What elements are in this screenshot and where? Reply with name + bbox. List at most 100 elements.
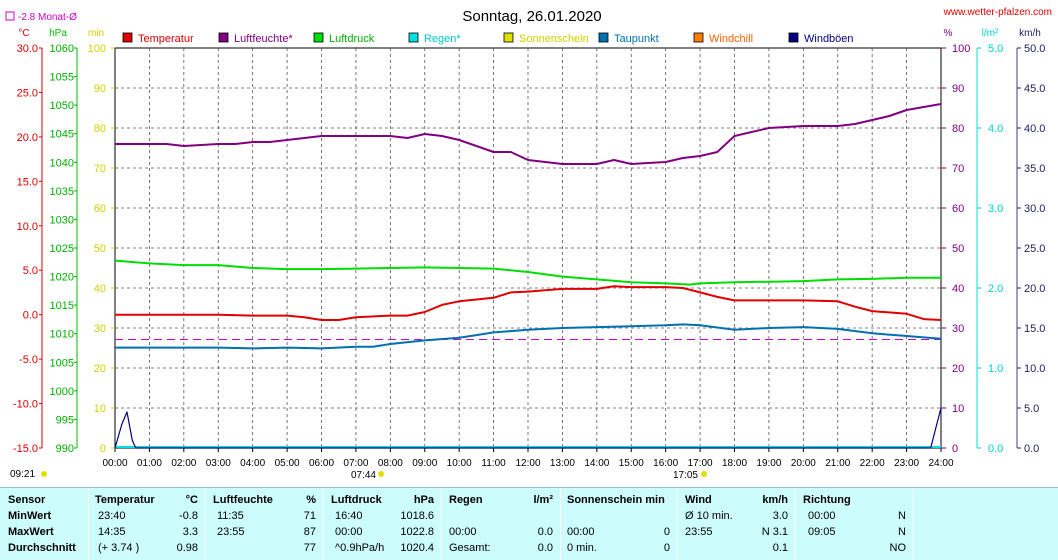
wind-time: Ø 10 min. [685,510,733,522]
wind-value: N 3.1 [761,526,788,538]
x-tick-label: 13:00 [550,458,575,469]
hum-tick-label: 90 [952,83,964,95]
site-url[interactable]: www.wetter-pfalzen.com [943,7,1052,18]
weather-chart: 00:00 01:00 02:00 03:00 04:00 05:00 06:00 07:00… [5,7,1052,481]
series-line [114,407,942,449]
sun-tick-label: 20 [94,363,106,375]
hum-tick-label: 80 [952,123,964,135]
wind-tick-label: 30.0 [1024,203,1045,215]
hum-tick-label: 60 [952,203,964,215]
x-tick-label: 22:00 [860,458,885,469]
sunset-label: 17:05 [673,470,698,481]
header-rain-unit: l/m² [533,494,553,506]
unit-label: min [88,28,104,39]
temp-tick-label: -10.0 [13,399,38,411]
press-tick-label: 1000 [50,386,74,398]
temp-time: (+ 3.74 ) [98,542,140,554]
legend-swatch [598,32,609,43]
temp-tick-label: 25.0 [17,87,38,99]
press-tick-label: 995 [56,414,74,426]
table-separator [795,488,796,560]
rain-value: 0.0 [537,542,553,554]
press-tick-label: 1035 [50,186,74,198]
legend-label: Temperatur [138,33,194,45]
month-avg-label: -2.8 Monat-Ø [18,12,77,23]
x-tick-label: 00:00 [102,458,127,469]
x-tick-label: 11:00 [481,458,506,469]
header-rain: Regen [449,494,483,506]
legend-label: Luftdruck [329,33,375,45]
hum-time: 23:55 [217,526,245,538]
row-label: MinWert [8,510,52,522]
unit-label: km/h [1019,28,1041,39]
series-line [114,259,941,286]
press-time: 16:40 [335,510,363,522]
legend-label: Sonnenschein [519,33,589,45]
temp-value: 0.98 [176,542,198,554]
hum-tick-label: 70 [952,163,964,175]
summary-table: Sensor Temperatur °C Luftfeuchte% Luftdruck h… [0,487,1058,560]
x-tick-label: 14:00 [584,458,609,469]
x-tick-label: 15:00 [619,458,644,469]
temp-value: -0.8 [179,510,198,522]
dir-value: NO [889,542,907,554]
temp-tick-label: -15.0 [13,443,38,455]
x-tick-label: 23:00 [894,458,919,469]
wind-tick-label: 0.0 [1024,443,1039,455]
legend-swatch [122,32,133,43]
rain-tick-label: 0.0 [988,443,1003,455]
table-separator [560,488,561,560]
x-tick-label: 05:00 [275,458,300,469]
sunset-icon [701,471,707,477]
header-press-unit: hPa [413,494,434,506]
legend-swatch [313,32,324,43]
unit-label: l/m² [982,28,999,39]
x-tick-label: 02:00 [171,458,196,469]
sun-tick-label: 60 [94,203,106,215]
wind-tick-label: 10.0 [1024,363,1045,375]
x-tick-label: 10:00 [447,458,472,469]
hum-value: 77 [303,542,316,554]
x-tick-label: 07:00 [343,458,368,469]
sunrise-left-label: 09:21 [10,469,35,480]
wind-tick-label: 45.0 [1024,83,1045,95]
press-tick-label: 1045 [50,129,74,141]
x-tick-label: 09:00 [412,458,437,469]
temp-value: 3.3 [182,526,198,538]
rain-value: 0.0 [537,526,553,538]
press-value: 1022.8 [400,526,434,538]
table-separator [323,488,324,560]
header-hum: Luftfeuchte [213,494,273,506]
temp-tick-label: 15.0 [17,176,38,188]
press-tick-label: 1050 [50,100,74,112]
press-tick-label: 1040 [50,157,74,169]
rain-tick-label: 5.0 [988,43,1003,55]
wind-tick-label: 50.0 [1024,43,1045,55]
sun-tick-label: 90 [94,83,106,95]
header-sun: Sonnenschein min [567,494,665,506]
wind-tick-label: 40.0 [1024,123,1045,135]
table-separator [677,488,678,560]
x-tick-label: 19:00 [756,458,781,469]
temp-time: 23:40 [98,510,126,522]
chart-legend: Temperatur Luftfeuchte* Luftdruck Regen* Son… [122,32,854,45]
dir-time: 09:05 [808,526,836,538]
series-line [115,103,942,165]
press-tick-label: 1030 [50,214,74,226]
wind-tick-label: 25.0 [1024,243,1045,255]
x-tick-label: 24:00 [928,458,953,469]
sunrise-label: 07:44 [351,470,376,481]
table-separator [205,488,206,560]
series-line [115,285,942,321]
header-wind: Wind [685,494,712,506]
chart-title: Sonntag, 26.01.2020 [462,8,601,25]
legend-swatch [408,32,419,43]
rain-tick-label: 3.0 [988,203,1003,215]
temp-tick-label: -5.0 [19,354,38,366]
legend-swatch [693,32,704,43]
x-tick-label: 01:00 [137,458,162,469]
temp-tick-label: 30.0 [17,43,38,55]
month-avg-icon [5,11,15,21]
header-temp-unit: °C [185,494,198,506]
wind-tick-label: 20.0 [1024,283,1045,295]
